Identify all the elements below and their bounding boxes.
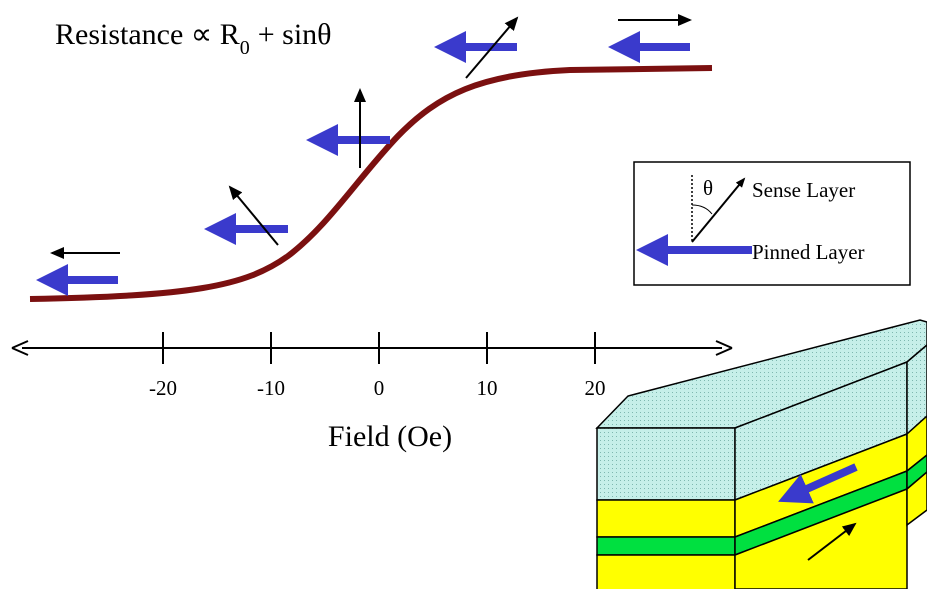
formula: Resistance ∝ R0 + sinθ [55, 18, 332, 59]
front-spacer [597, 537, 735, 555]
tick-label: -10 [257, 376, 285, 400]
tick-label: 20 [585, 376, 606, 400]
tick-label: 0 [374, 376, 385, 400]
pinned-label: Pinned Layer [752, 240, 865, 264]
tick-label: 10 [477, 376, 498, 400]
formula-rest: + sinθ [258, 18, 332, 51]
axis-label: Field (Oe) [328, 420, 452, 453]
formula-main: Resistance ∝ R [55, 18, 240, 51]
tick-label: -20 [149, 376, 177, 400]
diagram: Resistance ∝ R0+ sinθ θ Sense Layer Pinn… [0, 0, 927, 589]
state-arrows [52, 18, 690, 280]
angle-label: θ [703, 176, 713, 200]
legend: θ Sense Layer Pinned Layer [634, 162, 910, 285]
sense-label: Sense Layer [752, 178, 855, 202]
front-pinned [597, 555, 735, 589]
front-cap [597, 428, 735, 500]
sense-arrow [230, 187, 278, 245]
front-free [597, 500, 735, 537]
layer-stack [597, 320, 927, 589]
resistance-curve [30, 68, 712, 299]
formula-subscript: 0 [240, 37, 250, 59]
